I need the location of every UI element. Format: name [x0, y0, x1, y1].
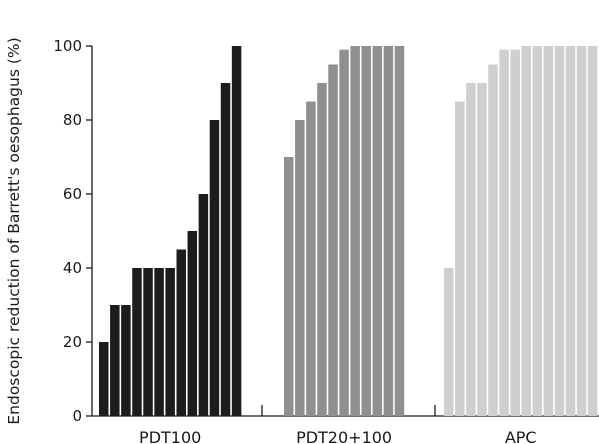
bar [132, 268, 142, 416]
bars [99, 46, 598, 416]
bar [198, 194, 209, 416]
bar [543, 46, 554, 416]
bar [499, 49, 509, 416]
bar [176, 249, 186, 416]
bar [350, 46, 360, 416]
y-axis-title: Endoscopic reduction of Barrett's oesoph… [5, 37, 23, 424]
bar [488, 64, 498, 416]
bar [383, 46, 394, 416]
bar [466, 83, 476, 416]
y-tick-label: 20 [63, 333, 82, 351]
bar [284, 157, 294, 416]
bar [317, 83, 327, 416]
y-tick-label: 60 [63, 185, 82, 203]
bar [444, 268, 454, 416]
bar [576, 46, 587, 416]
group-separators [261, 405, 436, 416]
group-labels: PDT100 PDT20+100 APC [139, 428, 537, 444]
y-tick-label: 40 [63, 259, 82, 277]
group-label: APC [505, 428, 537, 444]
bar [510, 49, 520, 416]
bar [361, 46, 371, 416]
bar [554, 46, 565, 416]
bar [295, 120, 305, 416]
bar [372, 46, 383, 416]
bar [394, 46, 405, 416]
y-tick-label: 100 [53, 37, 82, 55]
y-tick-label: 80 [63, 111, 82, 129]
group-label: PDT20+100 [296, 428, 392, 444]
bar [521, 46, 531, 416]
bar [209, 120, 220, 416]
bar [121, 305, 131, 416]
y-ticks: 0 20 40 60 80 100 [53, 37, 92, 425]
bar [154, 268, 164, 416]
group-label: PDT100 [139, 428, 201, 444]
bar [165, 268, 175, 416]
bar [339, 49, 349, 416]
bar [110, 305, 120, 416]
bar [143, 268, 153, 416]
bar [187, 231, 198, 416]
bar [328, 64, 338, 416]
bar [231, 46, 242, 416]
y-tick-label: 0 [72, 407, 82, 425]
bar [477, 83, 487, 416]
bar [99, 342, 109, 416]
bar [565, 46, 576, 416]
bar [455, 101, 465, 416]
bar [220, 83, 231, 416]
bar [587, 46, 598, 416]
bar [532, 46, 543, 416]
bar [306, 101, 316, 416]
